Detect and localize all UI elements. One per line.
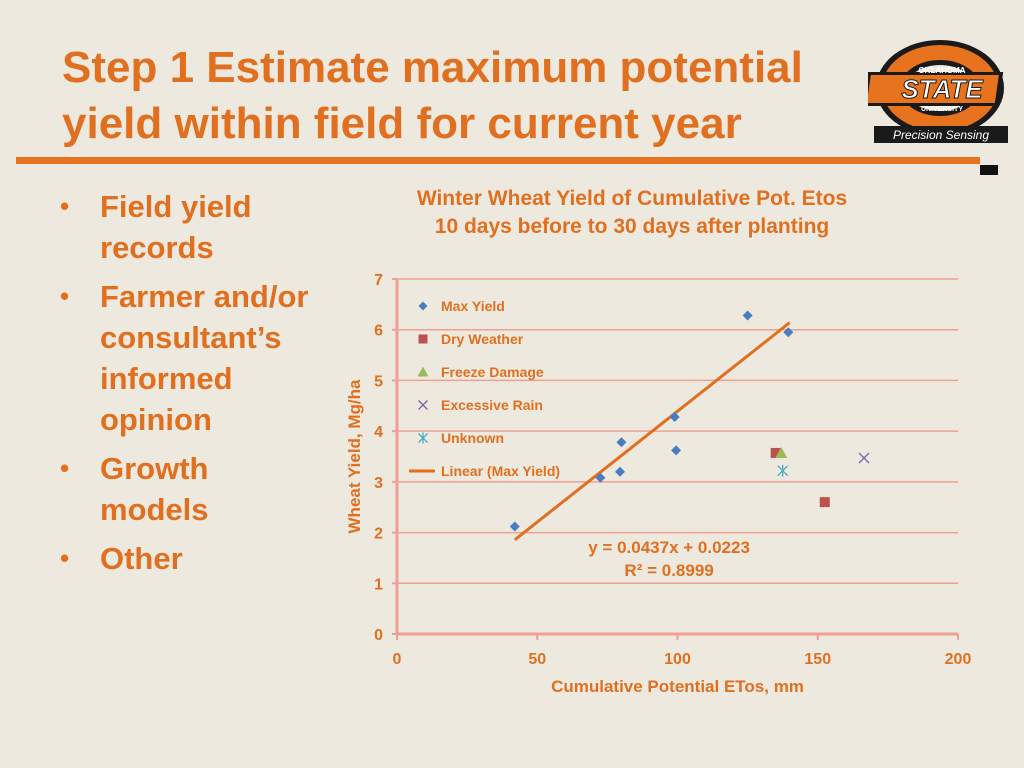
trendline-equation: y = 0.0437x + 0.0223 <box>588 538 750 557</box>
y-tick-label: 7 <box>374 272 383 289</box>
title-divider-accent <box>980 165 998 175</box>
data-point-max-yield <box>614 466 625 477</box>
slide-title-line-1: Step 1 Estimate maximum potential <box>62 43 803 92</box>
legend-marker <box>418 301 428 311</box>
legend-marker <box>418 400 428 410</box>
x-tick-label: 200 <box>945 651 972 668</box>
logo-caption: Precision Sensing <box>893 128 989 142</box>
legend-label: Linear (Max Yield) <box>441 463 560 479</box>
x-tick-label: 100 <box>664 651 691 668</box>
bullet-item: Other <box>58 538 318 579</box>
logo-top-text: OKLAHOMA <box>918 66 965 75</box>
x-tick-label: 50 <box>528 651 546 668</box>
trendline-r2: R² = 0.8999 <box>624 561 713 580</box>
legend-marker <box>418 334 428 344</box>
x-axis-label: Cumulative Potential ETos, mm <box>551 677 804 696</box>
data-point-max-yield <box>742 310 753 321</box>
y-tick-label: 5 <box>374 373 383 390</box>
scatter-chart: 0 1 2 3 4 5 6 7 0 50 100 150 200 Cumulative Potential… <box>345 272 972 696</box>
chart-title-line-2: 10 days before to 30 days after planting <box>434 215 830 238</box>
data-point-max-yield <box>509 521 520 532</box>
bullet-list: Field yield records Farmer and/or consul… <box>58 186 318 587</box>
data-point-max-yield <box>616 437 627 448</box>
data-point-max-yield <box>595 472 606 483</box>
chart-title-line-1: Winter Wheat Yield of Cumulative Pot. Et… <box>416 187 848 210</box>
y-tick-label: 1 <box>374 576 383 593</box>
y-tick-label: 6 <box>374 323 383 340</box>
slide-title-line-2: yield within field for current year <box>62 99 742 148</box>
legend-marker <box>417 366 429 377</box>
legend-marker <box>418 432 428 444</box>
trendline <box>513 321 791 541</box>
y-tick-label: 4 <box>374 424 383 441</box>
chart-title: Winter Wheat Yield of Cumulative Pot. Et… <box>372 185 892 241</box>
legend-label: Freeze Damage <box>441 364 544 380</box>
data-point-dry-weather <box>770 447 781 458</box>
bullet-item: Field yield records <box>58 186 318 268</box>
bullet-item: Farmer and/or consultant’s informed opin… <box>58 276 318 440</box>
data-point-unknown <box>777 464 789 477</box>
data-point-freeze-damage <box>775 446 788 458</box>
slide-title: Step 1 Estimate maximum potential yield … <box>62 40 882 152</box>
data-point-max-yield <box>671 445 682 456</box>
legend-label: Excessive Rain <box>441 397 543 413</box>
logo-sub-text: UNIVERSITY <box>921 106 963 113</box>
title-divider <box>16 157 980 164</box>
osu-logo: OKLAHOMA STATE UNIVERSITY Precision Sens… <box>868 40 1008 143</box>
bullet-item: Growth models <box>58 448 318 530</box>
logo-main-text: STATE <box>901 74 983 104</box>
legend-label: Unknown <box>441 430 504 446</box>
data-point-max-yield <box>783 327 794 338</box>
y-tick-label: 0 <box>374 627 383 644</box>
x-tick-label: 0 <box>393 651 402 668</box>
data-point-excessive-rain <box>858 452 870 464</box>
y-tick-label: 3 <box>374 475 383 492</box>
x-tick-label: 150 <box>804 651 831 668</box>
data-point-dry-weather <box>819 497 830 508</box>
legend-label: Dry Weather <box>441 331 524 347</box>
y-axis-label: Wheat Yield, Mg/ha <box>345 379 364 534</box>
data-point-max-yield <box>669 411 680 422</box>
legend-label: Max Yield <box>441 298 505 314</box>
y-tick-label: 2 <box>374 526 383 543</box>
